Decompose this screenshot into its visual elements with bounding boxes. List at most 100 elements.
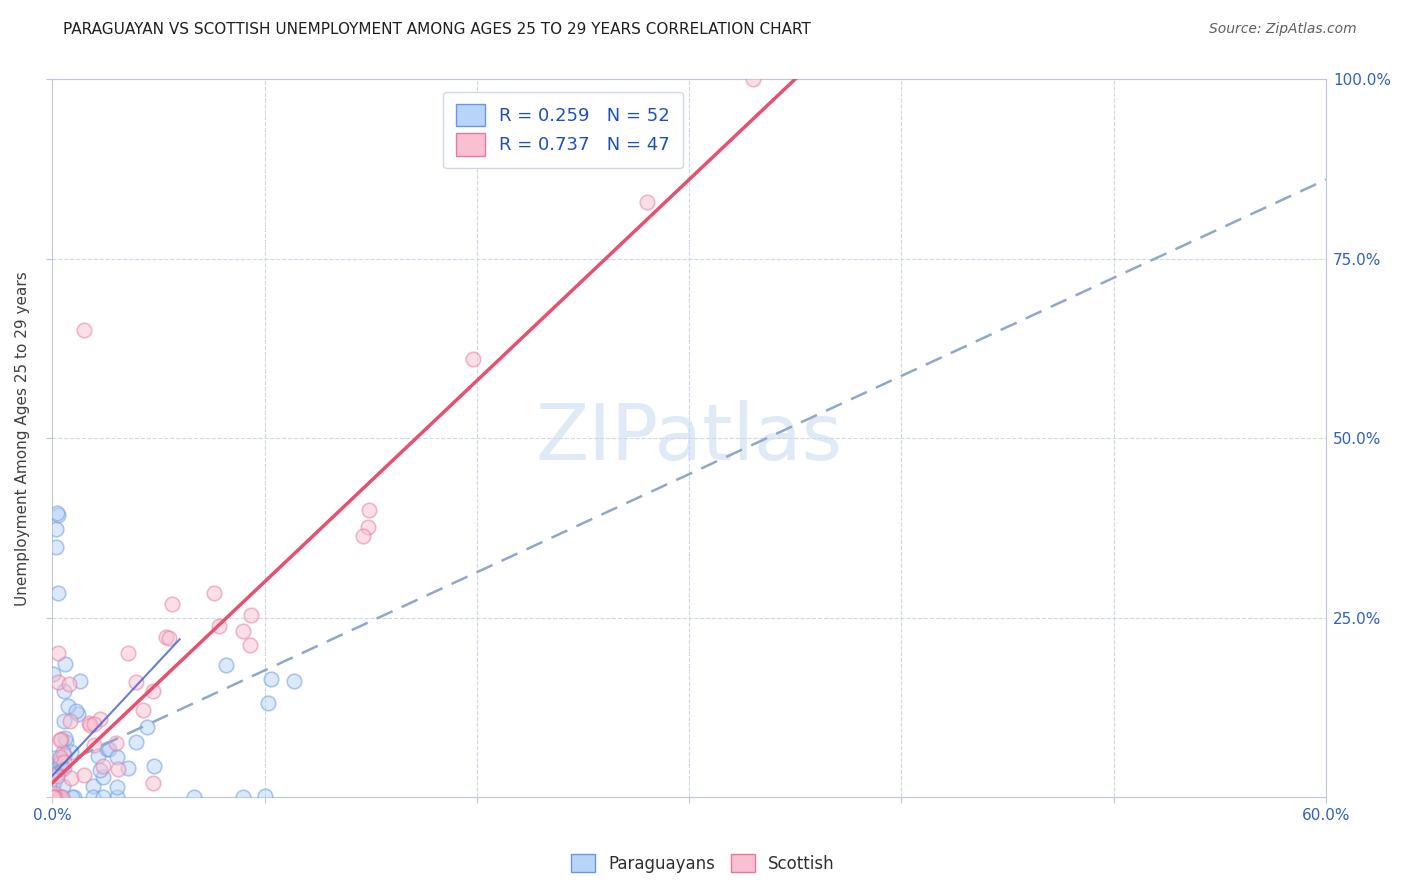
Point xyxy=(49,790,72,805)
Point xyxy=(253,789,276,803)
Point xyxy=(202,585,225,599)
Text: PARAGUAYAN VS SCOTTISH UNEMPLOYMENT AMONG AGES 25 TO 29 YEARS CORRELATION CHART: PARAGUAYAN VS SCOTTISH UNEMPLOYMENT AMON… xyxy=(63,22,811,37)
Point xyxy=(239,638,262,652)
Point xyxy=(65,705,87,719)
Point xyxy=(83,717,105,731)
Point xyxy=(89,763,111,777)
Point xyxy=(142,758,165,772)
Text: Source: ZipAtlas.com: Source: ZipAtlas.com xyxy=(1209,22,1357,37)
Point xyxy=(51,790,73,805)
Point xyxy=(215,657,238,672)
Point xyxy=(42,786,65,800)
Point xyxy=(93,758,115,772)
Point xyxy=(53,657,76,671)
Point xyxy=(60,790,83,805)
Point xyxy=(93,790,115,805)
Point xyxy=(142,776,165,790)
Point xyxy=(69,674,91,689)
Point xyxy=(46,790,69,805)
Point xyxy=(79,718,101,732)
Point xyxy=(105,749,128,764)
Point xyxy=(463,352,485,367)
Point xyxy=(53,731,76,746)
Point xyxy=(66,706,89,721)
Point xyxy=(58,677,80,691)
Point xyxy=(96,741,118,756)
Point xyxy=(45,540,67,554)
Point xyxy=(45,506,67,520)
Point xyxy=(49,733,72,747)
Point xyxy=(52,761,75,775)
Point xyxy=(86,749,108,764)
Point xyxy=(257,696,280,710)
Point xyxy=(46,586,69,600)
Point xyxy=(356,520,378,534)
Legend: R = 0.259   N = 52, R = 0.737   N = 47: R = 0.259 N = 52, R = 0.737 N = 47 xyxy=(443,92,683,169)
Y-axis label: Unemployment Among Ages 25 to 29 years: Unemployment Among Ages 25 to 29 years xyxy=(15,271,30,606)
Point xyxy=(42,750,65,764)
Point xyxy=(352,529,374,543)
Point xyxy=(49,790,72,805)
Point xyxy=(52,745,75,759)
Point xyxy=(51,762,73,776)
Point xyxy=(107,762,129,776)
Point xyxy=(51,790,73,805)
Point xyxy=(55,735,77,749)
Point xyxy=(46,508,69,522)
Point xyxy=(46,674,69,689)
Text: ZIPatlas: ZIPatlas xyxy=(536,401,842,476)
Point xyxy=(52,748,75,763)
Point xyxy=(41,763,63,777)
Point xyxy=(89,712,111,726)
Point xyxy=(45,522,67,536)
Point xyxy=(117,646,139,660)
Point xyxy=(157,631,180,645)
Point xyxy=(283,673,305,688)
Point xyxy=(105,790,128,805)
Point xyxy=(260,673,283,687)
Point xyxy=(44,773,66,788)
Point xyxy=(741,72,763,87)
Point xyxy=(49,756,72,770)
Point xyxy=(125,675,148,690)
Point xyxy=(131,703,153,717)
Point xyxy=(125,734,148,748)
Point xyxy=(232,790,254,805)
Point xyxy=(49,752,72,766)
Point xyxy=(636,195,658,210)
Point xyxy=(52,779,75,793)
Point xyxy=(82,790,104,805)
Point xyxy=(48,749,70,764)
Point xyxy=(105,780,128,795)
Point xyxy=(183,790,205,805)
Point xyxy=(60,771,83,785)
Point xyxy=(142,683,165,698)
Point xyxy=(104,736,127,750)
Point xyxy=(73,768,96,782)
Point xyxy=(59,714,82,729)
Point xyxy=(42,667,65,681)
Point xyxy=(56,698,79,713)
Point xyxy=(53,755,76,769)
Point xyxy=(46,646,69,660)
Point xyxy=(207,619,229,633)
Point xyxy=(42,790,65,805)
Point xyxy=(162,597,184,611)
Point xyxy=(117,761,139,775)
Point xyxy=(239,607,262,622)
Point xyxy=(82,779,104,793)
Point xyxy=(59,745,82,759)
Point xyxy=(97,742,120,756)
Point xyxy=(135,720,157,734)
Point xyxy=(63,790,86,805)
Point xyxy=(77,716,100,731)
Point xyxy=(155,630,177,644)
Point xyxy=(91,770,114,784)
Point xyxy=(357,503,380,517)
Point xyxy=(45,769,67,783)
Point xyxy=(232,624,254,638)
Point xyxy=(42,780,65,795)
Legend: Paraguayans, Scottish: Paraguayans, Scottish xyxy=(565,847,841,880)
Point xyxy=(44,790,66,805)
Point xyxy=(53,684,76,698)
